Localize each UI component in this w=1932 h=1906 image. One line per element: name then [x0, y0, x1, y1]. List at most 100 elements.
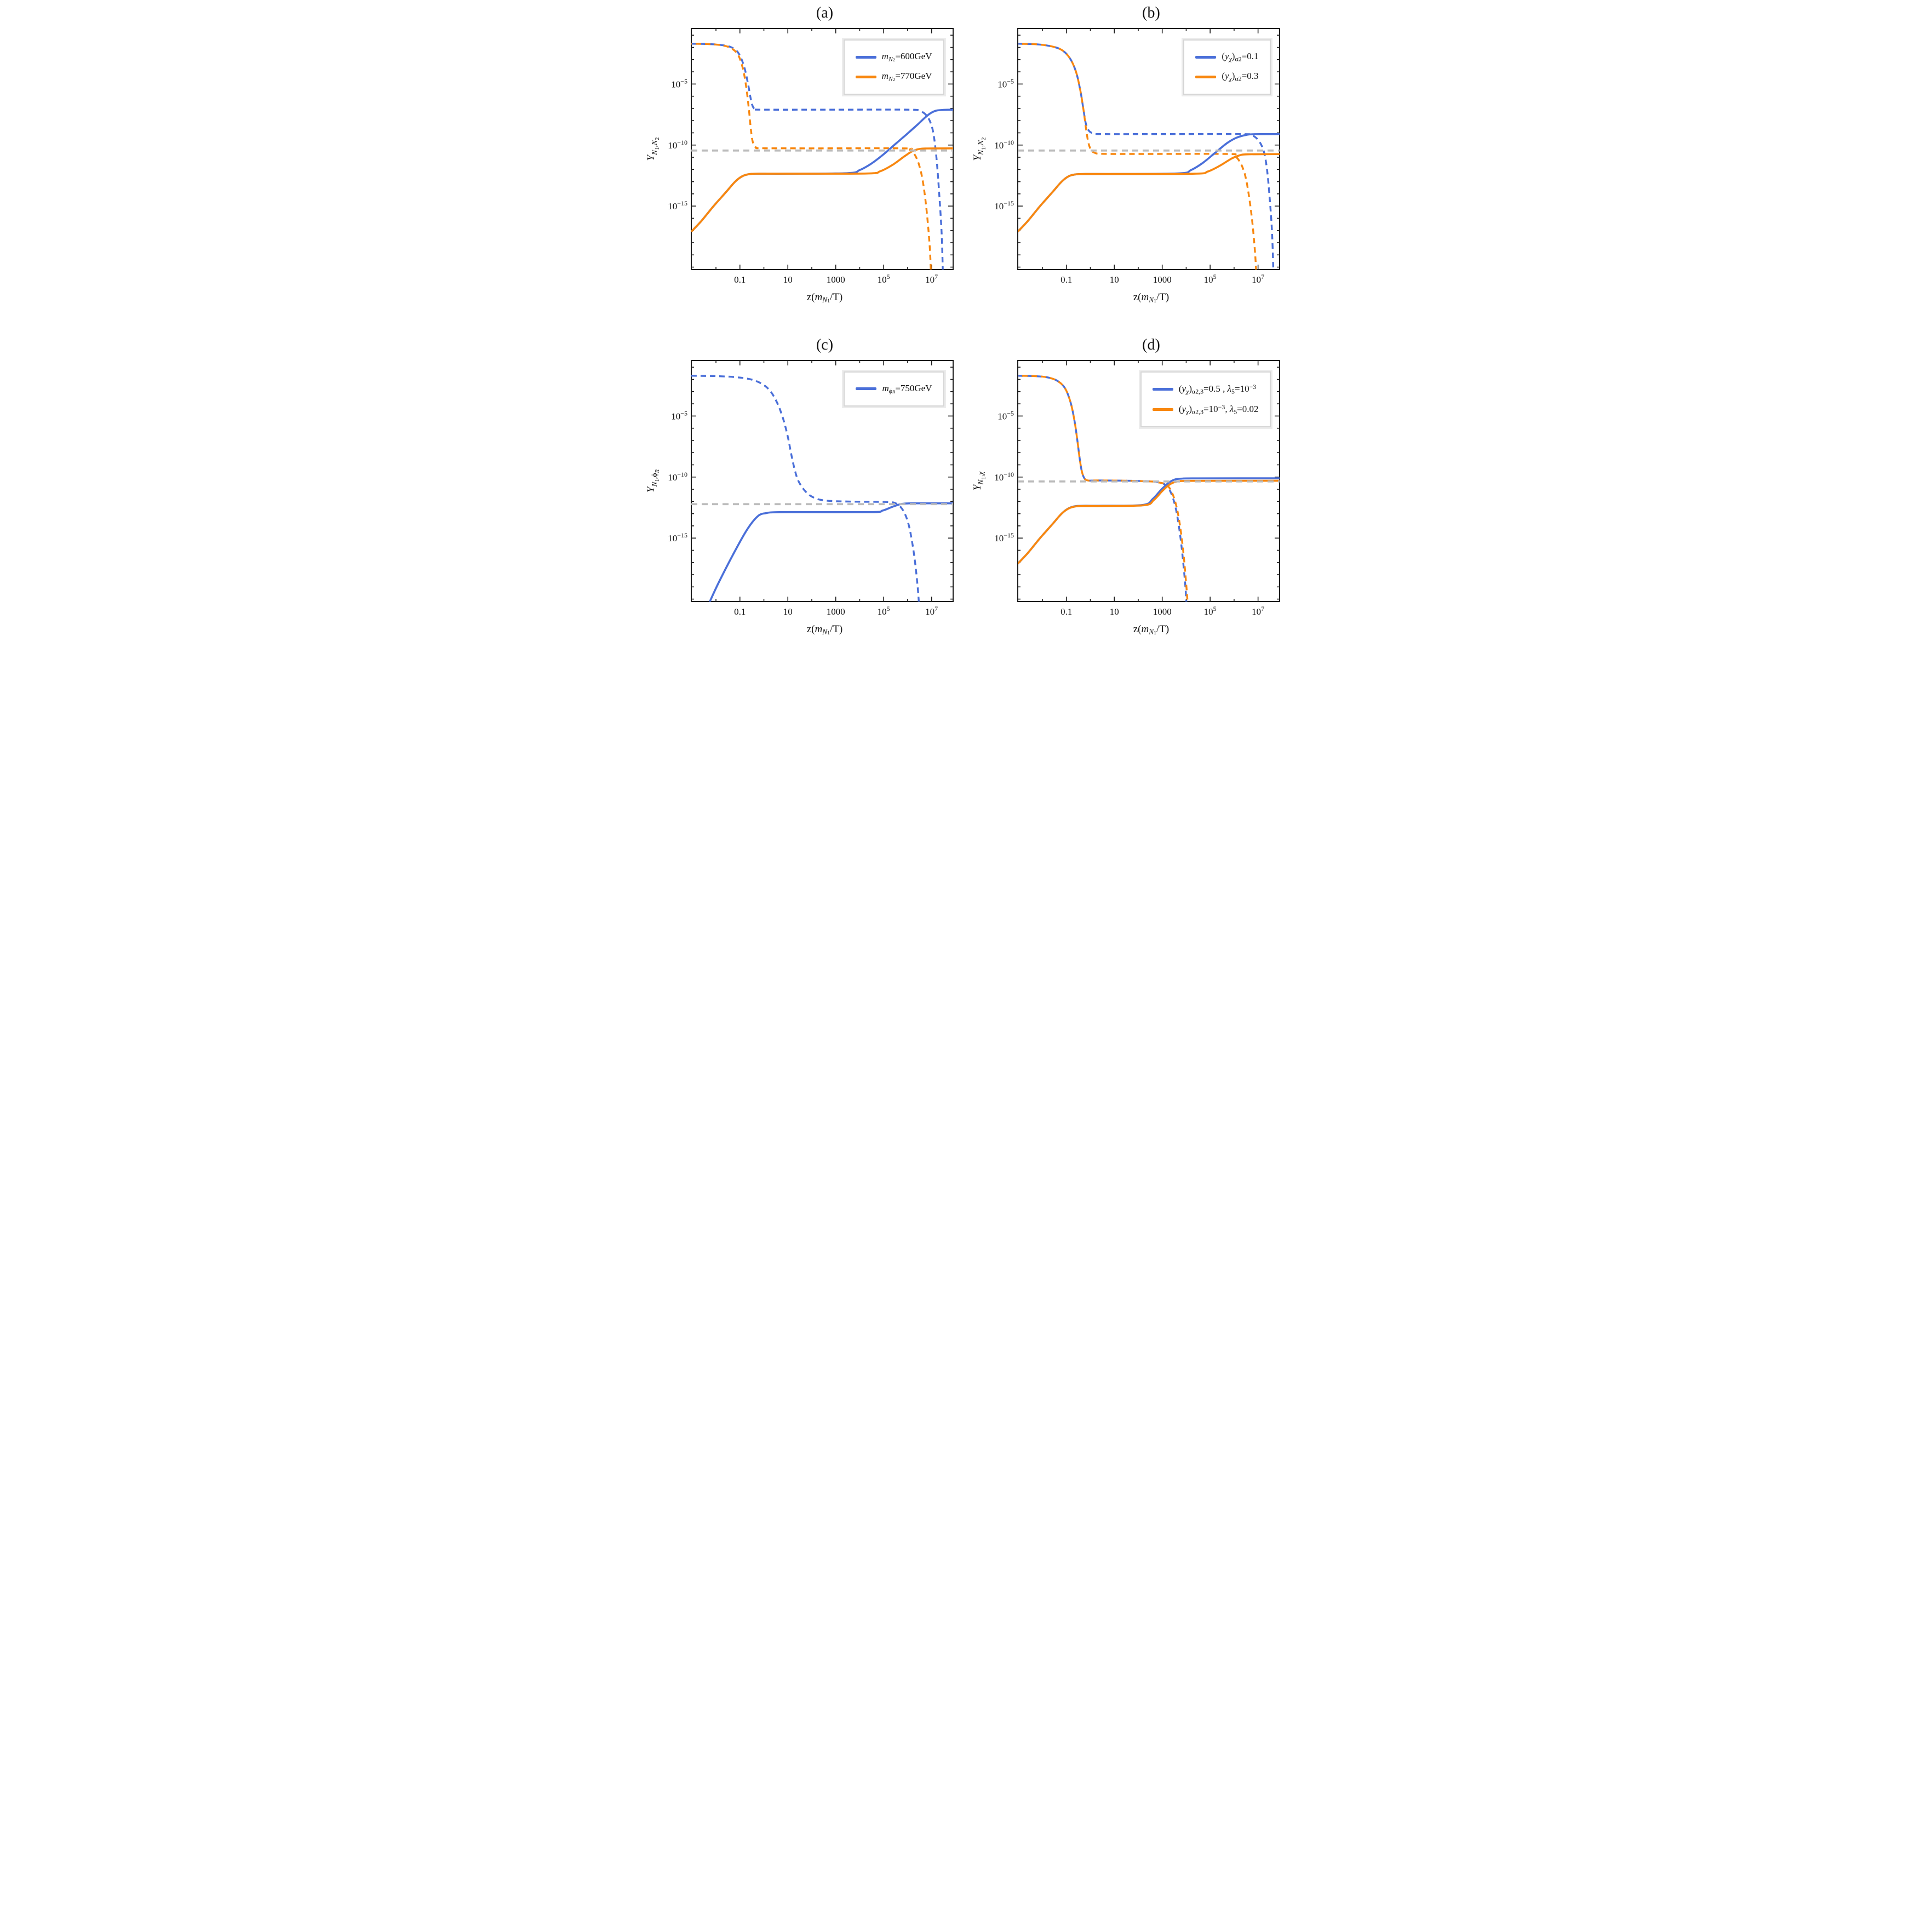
legend-label: (yχ)α2=0.1 — [1222, 51, 1258, 63]
panel-a: (a) 0.1 10 1000 105 107 10−5 10−10 10−15 YN1,N2 m… — [643, 3, 961, 305]
series-group — [691, 374, 953, 602]
label-segment: 2 — [892, 77, 896, 83]
x-axis-label: z(mN1/T) — [643, 623, 959, 637]
label-segment: ( — [1222, 51, 1225, 61]
tick-label: 1000 — [1153, 606, 1171, 617]
label-segment: 1 — [1154, 298, 1157, 305]
tick-label: 0.1 — [1060, 606, 1072, 617]
tick-label: 10 — [783, 606, 792, 617]
legend-label: (yχ)α2,3=10−3, λ5=0.02 — [1179, 403, 1259, 416]
label-segment: 5 — [1231, 387, 1235, 395]
legend-label: mϕR=750GeV — [882, 383, 932, 395]
plot-canvas-d: 0.1 10 1000 105 107 10−5 10−10 10−15 YN1,χ — [972, 359, 1280, 617]
legend-line-sample — [1152, 387, 1173, 391]
series-chi-freezeout-case2 — [1017, 374, 1189, 602]
label-segment: 5 — [1234, 408, 1237, 416]
label-segment: m — [881, 51, 888, 61]
series-group — [1017, 43, 1280, 270]
tick-label: 10−10 — [994, 139, 1014, 151]
series-N2-equilibrium-freezeout-770GeV — [691, 43, 932, 270]
label-segment: m — [815, 291, 823, 303]
plot-frame — [690, 359, 954, 602]
label-segment: 1 — [827, 298, 830, 305]
label-segment: =0.5 , — [1203, 383, 1228, 394]
series-N1-freezein-770GeV — [691, 147, 953, 233]
legend-entry: (yχ)α2,3=0.5 , λ5=10−3 — [1151, 379, 1260, 399]
label-segment: 2 — [892, 56, 896, 62]
label-segment: N — [1149, 627, 1154, 636]
label-segment: y — [1182, 404, 1186, 414]
label-segment: =750GeV — [895, 382, 932, 393]
panel-d: (d) 0.1 10 1000 105 107 10−5 10−10 10−15 YN1,χ (y… — [970, 335, 1287, 637]
legend-entry: (yχ)α2,3=10−3, λ5=0.02 — [1151, 399, 1260, 420]
tick-label: 10−5 — [997, 409, 1014, 421]
label-segment: m — [1141, 623, 1149, 635]
tick-label: 10−10 — [668, 139, 687, 151]
axis-tick-labels: 0.1 10 1000 105 107 10−5 10−10 10−15 — [668, 409, 938, 617]
series-group — [1017, 374, 1280, 602]
label-segment: χ — [1229, 75, 1232, 83]
series-N2-freezeout-ychi-0.1 — [1017, 43, 1274, 270]
label-segment: N — [888, 75, 893, 83]
label-segment: y — [1225, 51, 1229, 61]
tick-label: 0.1 — [734, 274, 746, 285]
label-segment: m — [882, 382, 889, 393]
y-axis-label: YN1,χ — [972, 471, 987, 490]
label-segment: ) — [1231, 51, 1235, 61]
legend-d: (yχ)α2,3=0.5 , λ5=10−3 (yχ)α2,3=10−3, λ5=… — [1140, 371, 1271, 428]
plot-canvas-a: 0.1 10 1000 105 107 10−5 10−10 10−15 YN1,N2 — [645, 28, 954, 285]
panel-a-plot-area: 0.1 10 1000 105 107 10−5 10−10 10−15 YN1,N2 mN2=6… — [643, 24, 959, 290]
label-segment: ( — [1222, 71, 1225, 82]
plot-canvas-c: 0.1 10 1000 105 107 10−5 10−10 10−15 YN1,ϕR — [645, 359, 954, 617]
label-segment: N — [822, 627, 828, 636]
label-segment: z( — [806, 291, 815, 303]
series-N2-equilibrium-freezeout-600GeV — [691, 43, 944, 270]
label-segment: =0.02 — [1237, 404, 1259, 414]
tick-label: 10 — [1109, 606, 1119, 617]
legend-label: mN2=600GeV — [882, 51, 932, 63]
label-segment: =600GeV — [895, 51, 932, 61]
label-segment: /T) — [1156, 291, 1169, 303]
label-segment: /T) — [830, 291, 843, 303]
legend-entry: mN2=770GeV — [855, 67, 933, 87]
label-segment: =10 — [1235, 383, 1249, 394]
legend-entry: (yχ)α2=0.1 — [1194, 47, 1259, 67]
legend-entry: mN2=600GeV — [855, 47, 933, 67]
label-segment: α2,3 — [1191, 387, 1204, 395]
legend-entry: (yχ)α2=0.3 — [1194, 67, 1259, 87]
panel-d-plot-area: 0.1 10 1000 105 107 10−5 10−10 10−15 YN1,χ (yχ)α2… — [970, 356, 1285, 622]
legend-line-sample — [1195, 55, 1217, 59]
label-segment: χ — [1229, 55, 1232, 63]
label-segment: ) — [1189, 404, 1192, 414]
panel-a-title: (a) — [816, 4, 834, 21]
y-axis-label: YN1,N2 — [972, 138, 987, 161]
tick-label: 10 — [1109, 274, 1119, 285]
axis-tick-labels: 0.1 10 1000 105 107 10−5 10−10 10−15 — [668, 77, 938, 285]
legend-line-sample — [1152, 408, 1173, 411]
tick-label: 10−15 — [668, 531, 687, 543]
panel-b-plot-area: 0.1 10 1000 105 107 10−5 10−10 10−15 YN1,N2 (yχ)α… — [970, 24, 1285, 290]
label-segment: α2 — [1235, 75, 1242, 83]
panel-d-title: (d) — [1142, 336, 1160, 353]
label-segment: R — [892, 388, 896, 394]
tick-label: 0.1 — [1060, 274, 1072, 285]
tick-label: 107 — [1252, 605, 1264, 617]
axis-ticks — [691, 28, 953, 270]
legend-label: (yχ)α2,3=0.5 , λ5=10−3 — [1179, 383, 1256, 396]
series-N1-freezein-case1 — [1017, 477, 1280, 564]
label-segment: , — [1225, 404, 1230, 414]
tick-label: 10−15 — [994, 199, 1014, 211]
axis-ticks — [691, 360, 953, 602]
axis-tick-labels: 0.1 10 1000 105 107 10−5 10−10 10−15 — [994, 77, 1264, 285]
legend-line-sample — [855, 75, 876, 78]
label-segment: =10 — [1203, 404, 1218, 414]
tick-label: 105 — [877, 273, 890, 285]
label-segment: λ — [1229, 404, 1234, 414]
label-segment: =0.1 — [1241, 51, 1259, 61]
legend-line-sample — [855, 55, 876, 59]
series-N1-freezein-case2 — [1017, 479, 1280, 564]
tick-label: 10−10 — [994, 470, 1014, 482]
series-N1-freezein-600GeV — [691, 108, 953, 233]
label-segment: ) — [1189, 383, 1192, 394]
tick-label: 105 — [1203, 605, 1216, 617]
